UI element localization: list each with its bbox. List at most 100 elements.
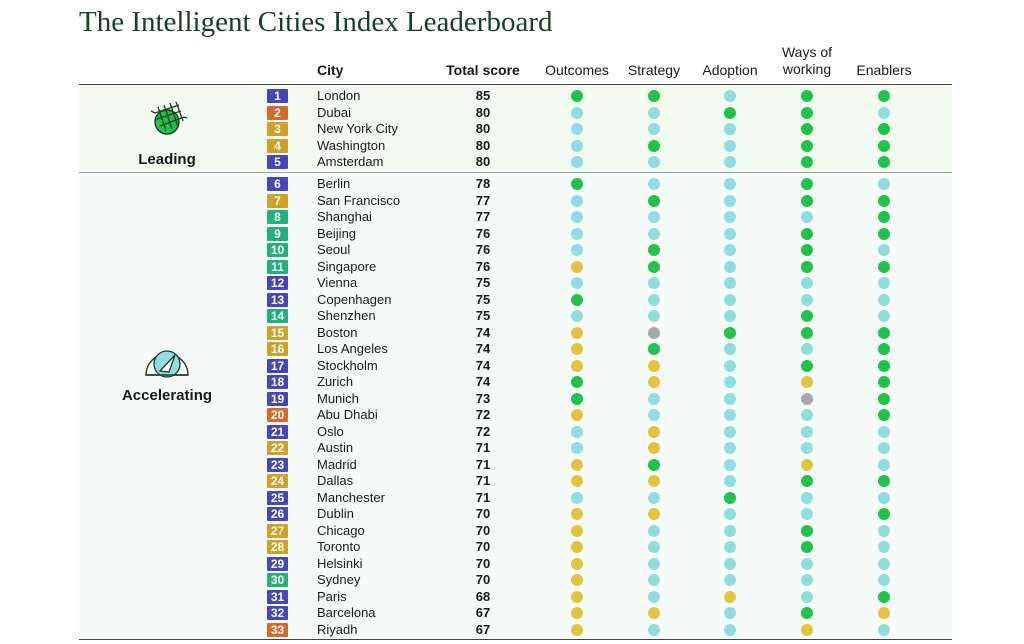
ways-of-working-dot bbox=[801, 541, 813, 553]
strategy-dot bbox=[648, 211, 660, 223]
enablers-dot bbox=[878, 392, 890, 405]
adoption-dot bbox=[724, 425, 736, 438]
strategy-dot bbox=[648, 139, 660, 152]
outcomes-dot bbox=[571, 359, 583, 372]
ways-of-working-dot bbox=[801, 194, 813, 207]
ways-of-working-dot bbox=[801, 326, 813, 339]
table-row: 6 Berlin 78 bbox=[0, 176, 1024, 192]
table-row: 23 Madrid 71 bbox=[0, 457, 1024, 473]
rank-badge: 22 bbox=[267, 441, 288, 455]
rank-badge: 9 bbox=[267, 226, 288, 241]
rank-badge: 19 bbox=[267, 391, 288, 406]
rank-badge: 21 bbox=[267, 424, 288, 439]
ways-of-working-dot bbox=[801, 623, 813, 636]
enablers-dot bbox=[878, 425, 890, 438]
strategy-dot bbox=[648, 90, 660, 102]
enablers-dot bbox=[878, 524, 890, 537]
table-row: 4 Washington 80 bbox=[0, 138, 1024, 154]
strategy-dot bbox=[648, 293, 660, 306]
col-header-strategy: Strategy bbox=[627, 62, 681, 78]
rank-badge: 30 bbox=[267, 573, 288, 587]
strategy-dot bbox=[648, 178, 660, 190]
ways-of-working-dot bbox=[801, 156, 813, 168]
adoption-dot bbox=[724, 178, 736, 190]
enablers-dot bbox=[878, 359, 890, 372]
enablers-dot bbox=[878, 409, 890, 421]
adoption-dot bbox=[724, 409, 736, 421]
ways-of-working-dot bbox=[801, 260, 813, 273]
total-score: 74 bbox=[475, 357, 491, 373]
strategy-dot bbox=[648, 326, 660, 339]
rank-badge: 15 bbox=[267, 325, 288, 340]
strategy-dot bbox=[648, 244, 660, 256]
ways-of-working-dot bbox=[801, 574, 813, 586]
strategy-dot bbox=[648, 442, 660, 454]
strategy-dot bbox=[648, 557, 660, 570]
city-name: New York City bbox=[317, 121, 398, 136]
ways-of-working-dot bbox=[801, 392, 813, 405]
rank-badge: 6 bbox=[267, 177, 288, 191]
col-header-ways-line1: Ways of bbox=[781, 44, 833, 60]
enablers-dot bbox=[878, 491, 890, 504]
outcomes-dot bbox=[571, 310, 583, 322]
adoption-dot bbox=[724, 623, 736, 636]
outcomes-dot bbox=[571, 106, 583, 119]
group-label-accelerating: Accelerating bbox=[121, 387, 213, 404]
enablers-dot bbox=[878, 326, 890, 339]
enablers-dot bbox=[878, 310, 890, 322]
enablers-dot bbox=[878, 260, 890, 273]
adoption-dot bbox=[724, 343, 736, 355]
enablers-dot bbox=[878, 590, 890, 603]
city-name: Shanghai bbox=[317, 209, 372, 224]
outcomes-dot bbox=[571, 343, 583, 355]
rank-badge: 5 bbox=[267, 155, 288, 169]
outcomes-dot bbox=[571, 244, 583, 256]
group-divider bbox=[79, 172, 952, 173]
outcomes-dot bbox=[571, 590, 583, 603]
outcomes-dot bbox=[571, 90, 583, 102]
outcomes-dot bbox=[571, 376, 583, 388]
table-row: 14 Shenzhen 75 bbox=[0, 308, 1024, 324]
outcomes-dot bbox=[571, 623, 583, 636]
enablers-dot bbox=[878, 442, 890, 454]
city-name: Sydney bbox=[317, 572, 361, 587]
col-header-enablers: Enablers bbox=[856, 62, 912, 78]
strategy-dot bbox=[648, 106, 660, 119]
enablers-dot bbox=[878, 293, 890, 306]
rank-badge: 29 bbox=[267, 556, 288, 571]
table-row: 18 Zurich 74 bbox=[0, 374, 1024, 390]
total-score: 70 bbox=[475, 572, 491, 587]
outcomes-dot bbox=[571, 425, 583, 438]
ways-of-working-dot bbox=[801, 277, 813, 289]
adoption-dot bbox=[724, 244, 736, 256]
city-name: Shenzhen bbox=[317, 308, 376, 323]
rank-badge: 18 bbox=[267, 375, 288, 389]
rank-badge: 7 bbox=[267, 193, 288, 208]
total-score: 76 bbox=[475, 258, 491, 274]
total-score: 67 bbox=[475, 621, 491, 637]
adoption-dot bbox=[724, 123, 736, 135]
col-header-adoption: Adoption bbox=[702, 62, 758, 78]
adoption-dot bbox=[724, 557, 736, 570]
strategy-dot bbox=[648, 623, 660, 636]
outcomes-dot bbox=[571, 458, 583, 471]
enablers-dot bbox=[878, 90, 890, 102]
col-header-ways-of-working: Ways of working bbox=[782, 44, 832, 78]
total-score: 80 bbox=[475, 104, 491, 120]
strategy-dot bbox=[648, 359, 660, 372]
strategy-dot bbox=[648, 524, 660, 537]
total-score: 70 bbox=[475, 555, 491, 571]
table-row: 17 Stockholm 74 bbox=[0, 358, 1024, 374]
strategy-dot bbox=[648, 425, 660, 438]
city-name: Boston bbox=[317, 324, 358, 340]
table-row: 30 Sydney 70 bbox=[0, 572, 1024, 588]
rank-badge: 2 bbox=[267, 105, 288, 120]
city-name: Helsinki bbox=[317, 555, 363, 571]
total-score: 68 bbox=[475, 588, 491, 604]
total-score: 74 bbox=[475, 341, 491, 356]
city-name: Stockholm bbox=[317, 357, 378, 373]
strategy-dot bbox=[648, 260, 660, 273]
page-title: The Intelligent Cities Index Leaderboard bbox=[79, 6, 553, 38]
header-divider bbox=[79, 84, 952, 85]
bottom-divider bbox=[79, 639, 952, 640]
